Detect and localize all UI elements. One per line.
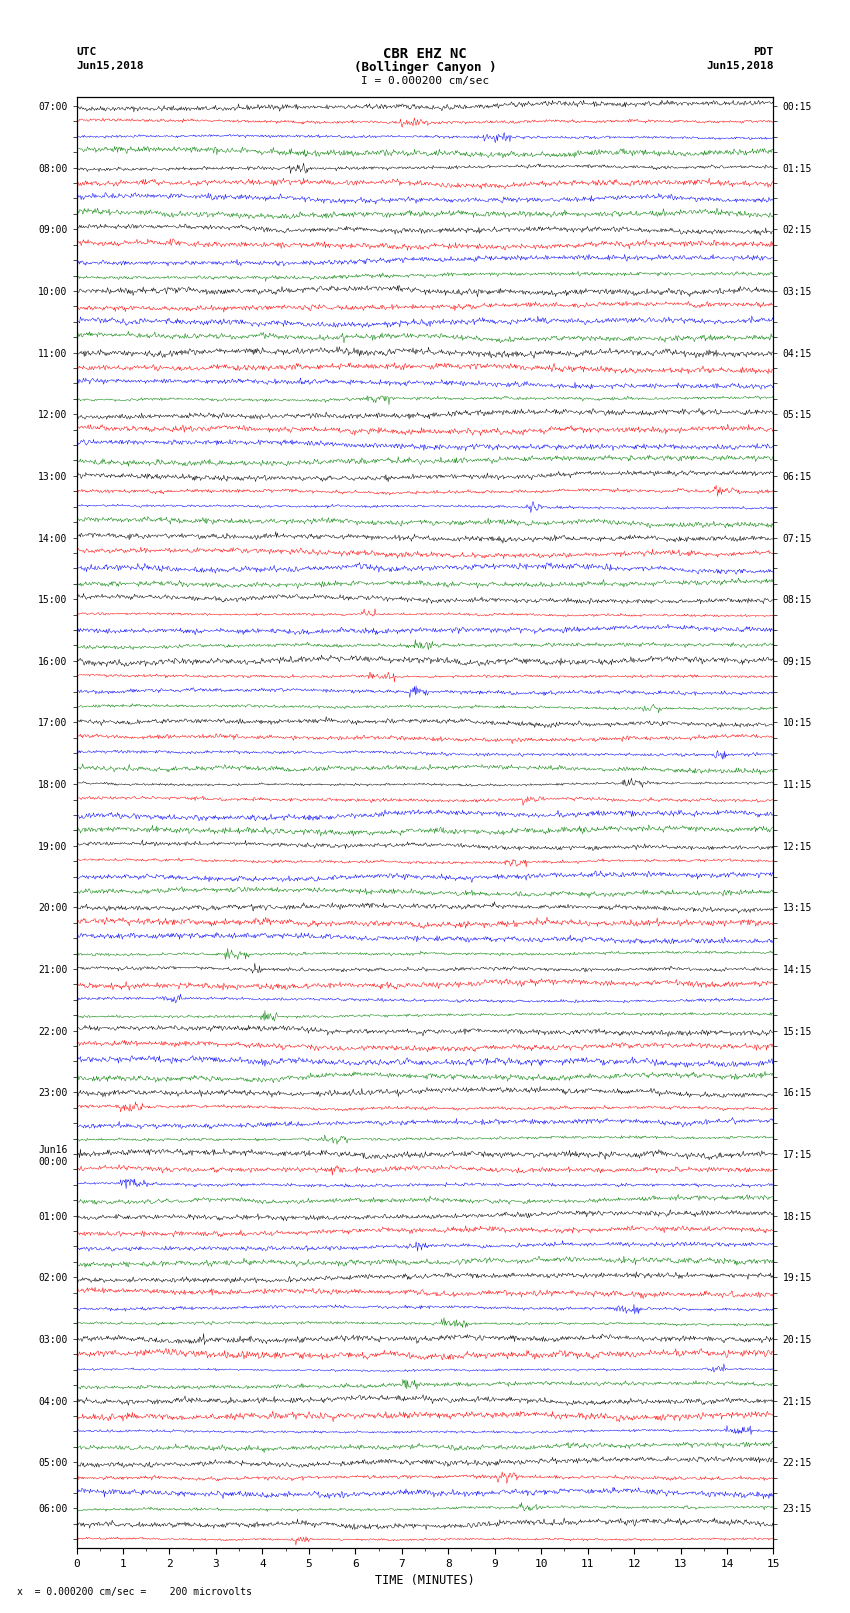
Text: I = 0.000200 cm/sec: I = 0.000200 cm/sec — [361, 76, 489, 85]
Text: UTC: UTC — [76, 47, 97, 56]
Text: Jun15,2018: Jun15,2018 — [76, 61, 144, 71]
Text: Jun15,2018: Jun15,2018 — [706, 61, 774, 71]
Text: PDT: PDT — [753, 47, 774, 56]
Text: (Bollinger Canyon ): (Bollinger Canyon ) — [354, 61, 496, 74]
Text: x  = 0.000200 cm/sec =    200 microvolts: x = 0.000200 cm/sec = 200 microvolts — [17, 1587, 252, 1597]
Text: CBR EHZ NC: CBR EHZ NC — [383, 47, 467, 61]
X-axis label: TIME (MINUTES): TIME (MINUTES) — [375, 1574, 475, 1587]
